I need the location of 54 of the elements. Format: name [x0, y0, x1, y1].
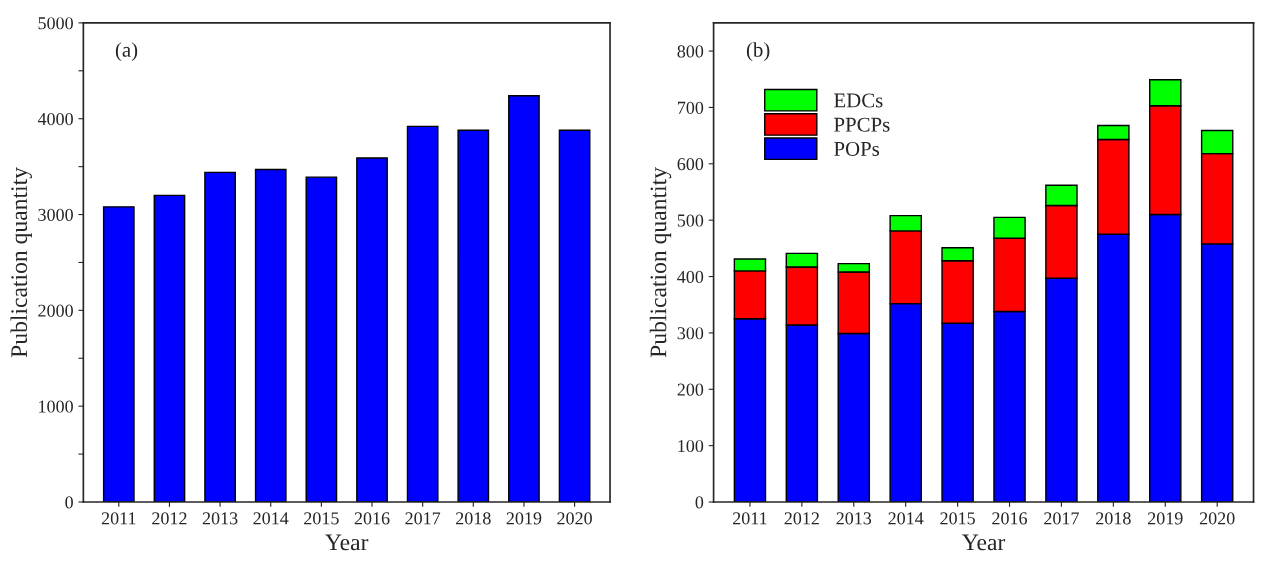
legend-label: POPs — [834, 141, 880, 156]
bar — [153, 194, 186, 502]
x-axis-title: Year — [962, 534, 1006, 551]
bar — [508, 95, 540, 502]
x-tick-label: 2012 — [784, 512, 819, 525]
y-tick-label: 200 — [677, 383, 704, 396]
y-tick-label: 600 — [677, 158, 704, 171]
bar — [204, 171, 236, 502]
x-tick-label: 2018 — [456, 512, 491, 525]
y-tick-label: 4000 — [37, 112, 73, 126]
x-tick-label: 2011 — [733, 512, 767, 525]
bar — [356, 157, 388, 502]
bar — [254, 168, 287, 502]
y-tick-label: 700 — [677, 101, 704, 114]
x-tick-label: 2015 — [304, 512, 339, 525]
x-tick-label: 2019 — [506, 512, 542, 525]
x-tick-label: 2017 — [405, 512, 441, 525]
x-tick-label: 2020 — [1199, 512, 1235, 525]
y-tick-label: 2000 — [38, 304, 73, 317]
bar — [406, 125, 439, 502]
bar — [558, 129, 591, 502]
bar — [305, 176, 338, 502]
x-tick-label: 2019 — [1148, 512, 1183, 525]
x-tick-label: 2013 — [836, 512, 872, 525]
x-tick-label: 2011 — [101, 512, 136, 525]
x-tick-label: 2016 — [992, 512, 1028, 525]
x-axis-title: Year — [325, 534, 369, 551]
y-tick-label: 500 — [677, 214, 704, 227]
y-tick-label: 400 — [677, 270, 704, 283]
legend-label: EDCs — [834, 93, 883, 108]
y-tick-label: 100 — [678, 439, 704, 453]
y-tick-label: 300 — [677, 327, 704, 340]
x-tick-label: 2014 — [253, 512, 289, 525]
y-tick-label: 5000 — [38, 17, 73, 30]
x-tick-label: 2014 — [888, 512, 924, 525]
legend-label: PPCPs — [834, 117, 890, 132]
x-tick-label: 2015 — [940, 512, 975, 525]
annotation: (a) — [115, 42, 138, 62]
x-tick-label: 2020 — [557, 512, 592, 525]
y-axis-title: Publication quantity — [10, 167, 32, 358]
bar — [102, 206, 135, 502]
y-tick-label: 800 — [677, 45, 704, 58]
y-tick-label: 3000 — [38, 208, 73, 221]
annotation: (b) — [746, 42, 770, 62]
x-tick-label: 2016 — [354, 512, 390, 525]
bar — [457, 129, 490, 502]
x-tick-label: 2012 — [152, 512, 187, 525]
y-tick-label: 1000 — [39, 400, 73, 413]
y-axis-title: Publication quantity — [649, 167, 672, 358]
x-tick-label: 2018 — [1096, 512, 1131, 525]
y-tick-label: 0 — [695, 496, 704, 509]
y-tick-label: 0 — [65, 496, 73, 509]
x-tick-label: 2013 — [202, 512, 238, 525]
x-tick-label: 2017 — [1044, 512, 1079, 525]
